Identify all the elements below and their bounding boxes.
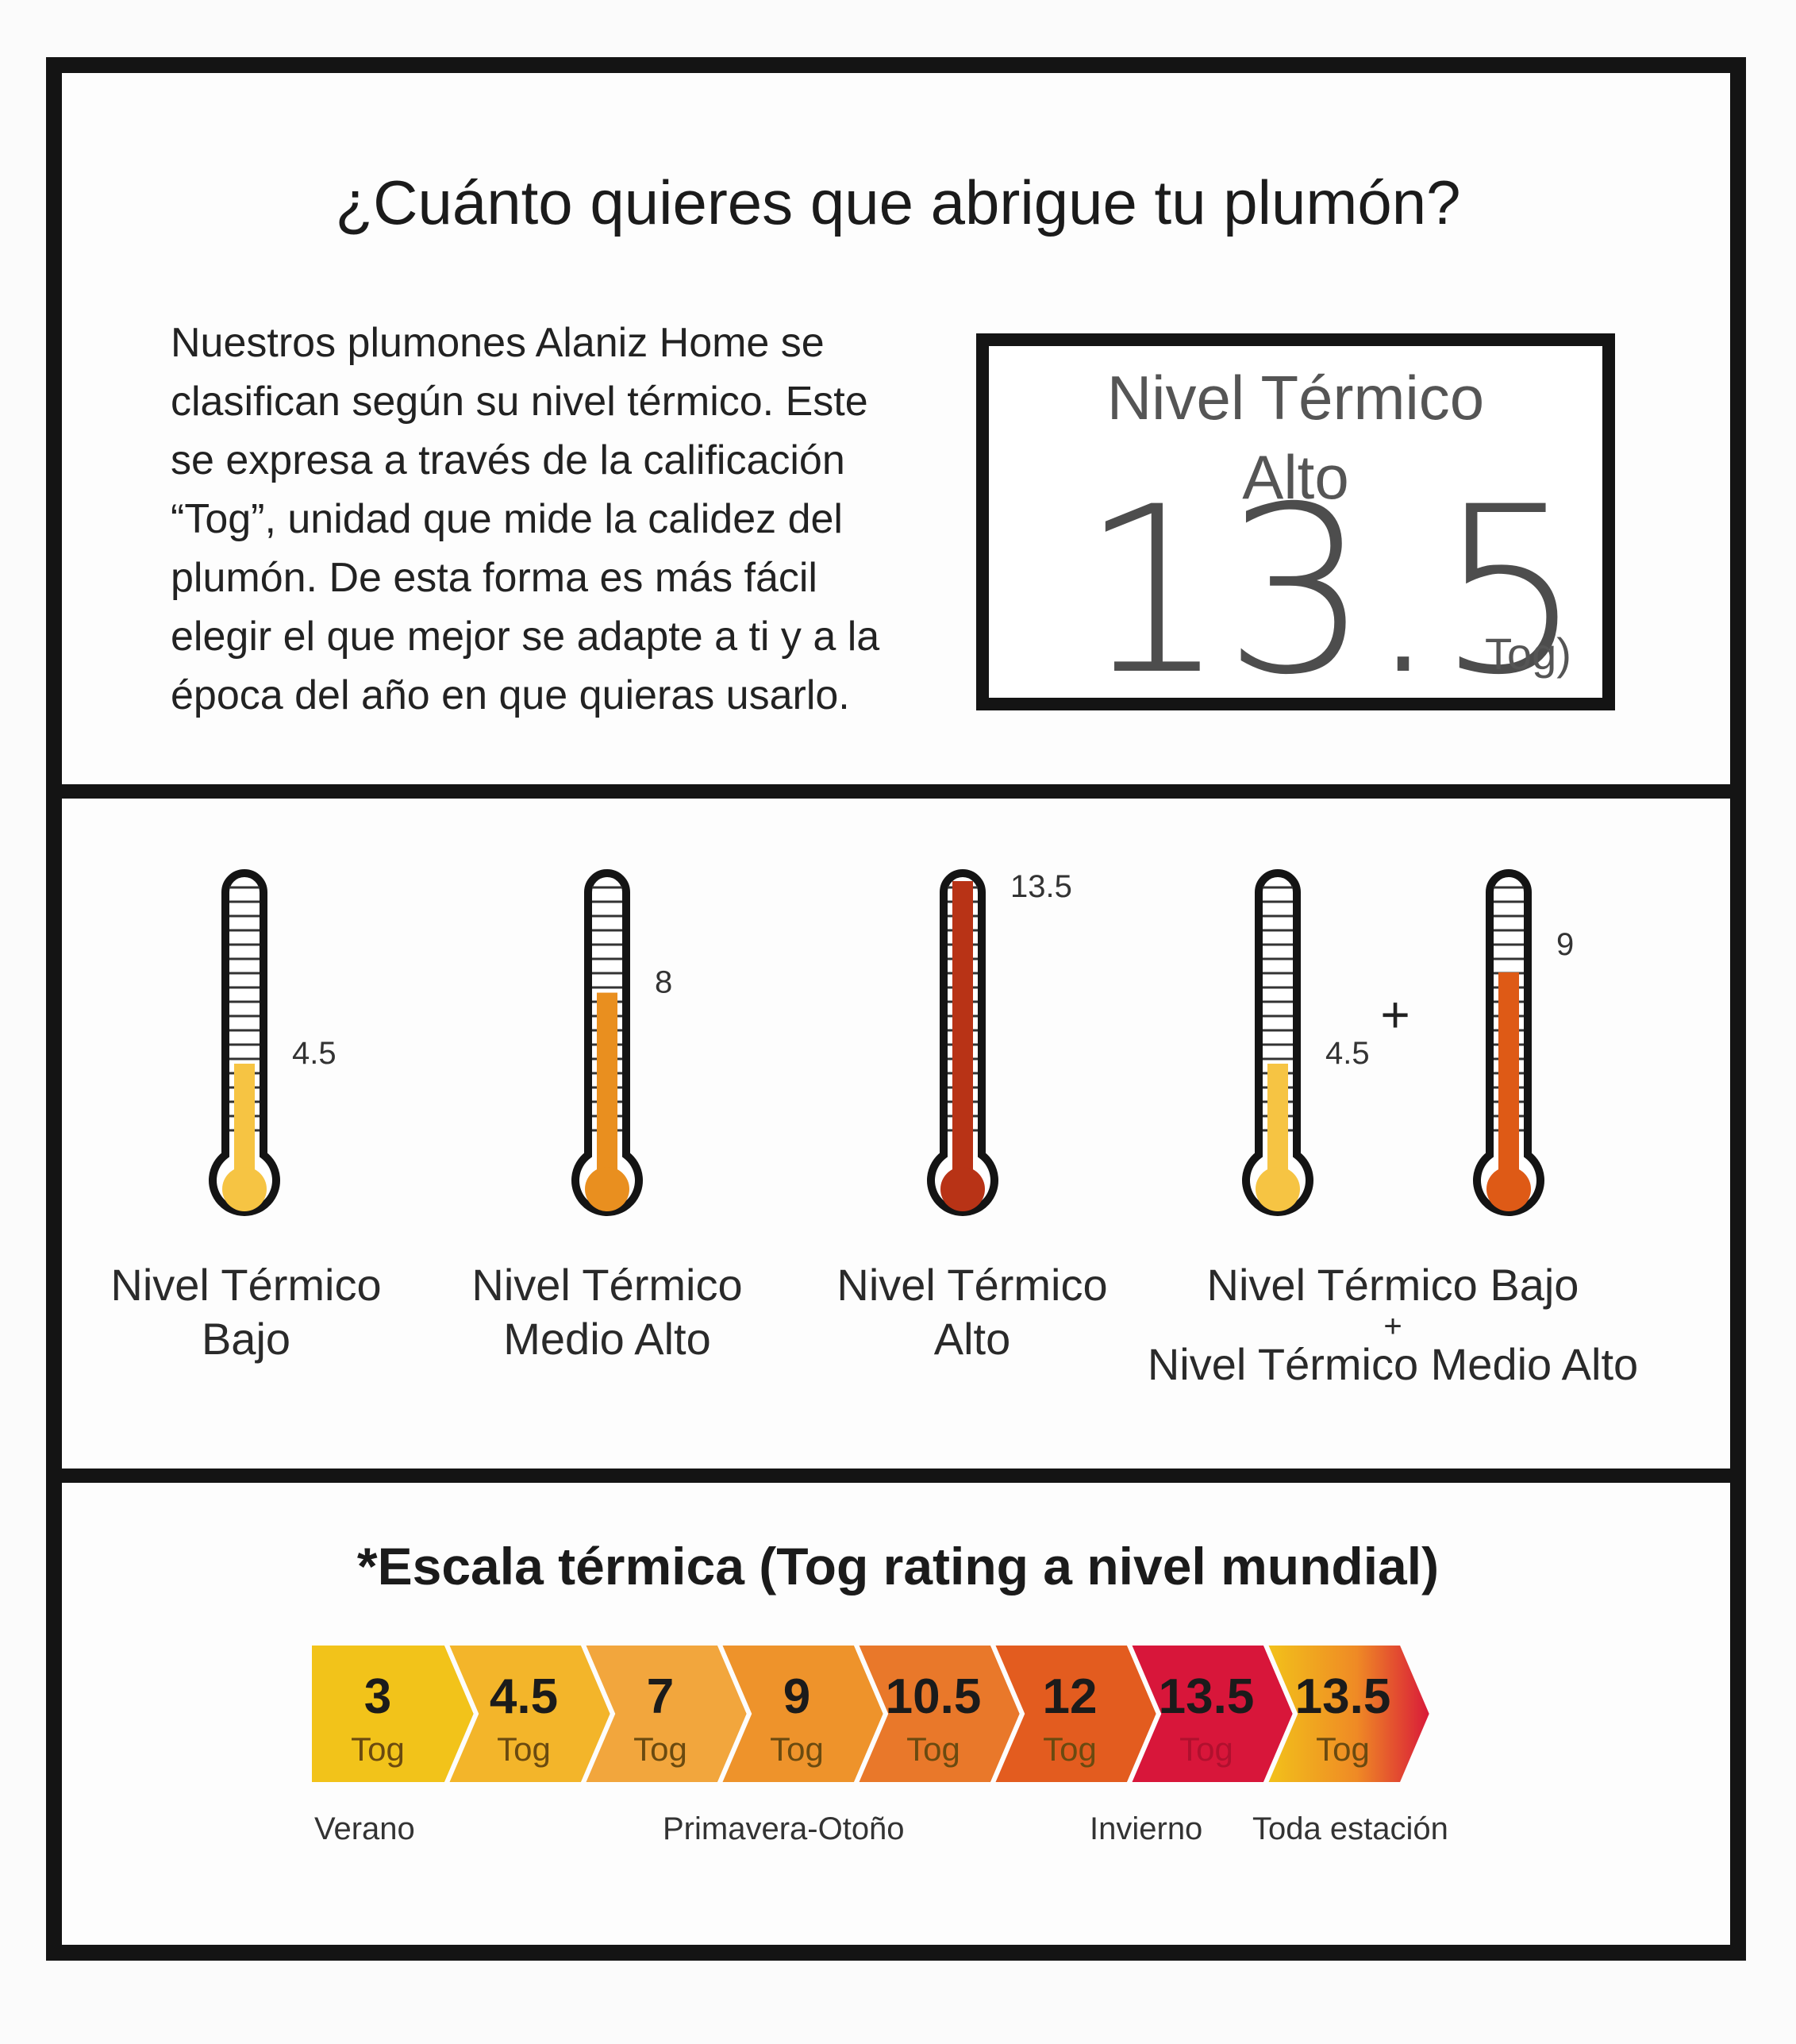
- thermometer: 4.5: [209, 869, 337, 1216]
- label-line: Bajo: [201, 1314, 291, 1364]
- tog-scale-item: 10.5 Tog: [852, 1641, 1025, 1787]
- season-label-verano: Verano: [314, 1811, 415, 1846]
- tog-unit: Tog: [351, 1730, 405, 1768]
- label-line: Nivel Térmico Bajo: [1206, 1260, 1579, 1310]
- intro-line: plumón. De esta forma es más fácil: [171, 555, 817, 601]
- label-line: Alto: [933, 1314, 1011, 1364]
- label-line: +: [1383, 1309, 1402, 1344]
- plus-sign: +: [1380, 986, 1409, 1043]
- thermometer: 13.5: [927, 869, 1072, 1216]
- thermometer-value-label: 4.5: [292, 1036, 337, 1071]
- tog-unit: Tog: [770, 1730, 824, 1768]
- thermometer: 4.5: [1242, 869, 1370, 1216]
- section-divider: [46, 1469, 1746, 1483]
- intro-line: época del año en que quieras usarlo.: [171, 672, 850, 718]
- tog-unit: Tog: [1316, 1730, 1370, 1768]
- thermometer-outline: [209, 869, 280, 1216]
- season-label-toda-estacion: Toda estación: [1252, 1811, 1448, 1846]
- tog-unit: Tog: [497, 1730, 551, 1768]
- tog-value: 12: [1043, 1669, 1098, 1724]
- intro-line: “Tog”, unidad que mide la calidez del: [171, 496, 843, 542]
- tog-value: 4.5: [490, 1669, 558, 1724]
- thermometer-bulb: [1486, 1167, 1531, 1211]
- section-divider: [46, 784, 1746, 799]
- tog-scale-item: 13.5 Tog: [1261, 1641, 1435, 1787]
- level-box-unit: Tog): [1485, 629, 1571, 679]
- thermometer-value-label: 4.5: [1325, 1036, 1370, 1071]
- tog-scale-item: 3 Tog: [307, 1641, 479, 1787]
- thermometer-label-bajo: Nivel Térmico Bajo: [87, 1258, 405, 1366]
- tog-chevron: [1261, 1641, 1435, 1787]
- thermometer-label-alto: Nivel Térmico Alto: [813, 1258, 1131, 1366]
- thermometer-value-label: 8: [655, 965, 672, 1000]
- intro-line: se expresa a través de la calificación: [171, 437, 845, 483]
- season-label-primavera-otono: Primavera-Otoño: [663, 1811, 905, 1846]
- thermometer-label-medio-alto: Nivel Térmico Medio Alto: [448, 1258, 766, 1366]
- tog-unit: Tog: [1179, 1730, 1233, 1768]
- tog-value: 9: [783, 1669, 810, 1724]
- thermometers-group: 4.5 8 13.5 4.5 9 +: [209, 869, 1574, 1216]
- level-box-title: Nivel Térmico: [1106, 363, 1485, 433]
- intro-line: Nuestros plumones Alaniz Home se: [171, 320, 825, 366]
- tog-unit: Tog: [1043, 1730, 1097, 1768]
- scale-title: *Escala térmica (Tog rating a nivel mund…: [356, 1537, 1440, 1596]
- tog-scale-item: 4.5 Tog: [442, 1641, 616, 1787]
- tog-value: 13.5: [1295, 1669, 1391, 1724]
- thermometer-value-label: 13.5: [1010, 869, 1072, 904]
- intro-line: clasifican según su nivel térmico. Este: [171, 379, 868, 425]
- level-box-subtitle: Alto: [1242, 442, 1349, 512]
- thermometer-label-combo: Nivel Térmico Bajo + Nivel Térmico Medio…: [1123, 1258, 1663, 1388]
- tog-unit: Tog: [906, 1730, 960, 1768]
- tog-value: 3: [364, 1669, 391, 1724]
- thermometer-fill: [597, 992, 617, 1189]
- label-line: Medio Alto: [503, 1314, 711, 1364]
- thermometer: 9: [1473, 869, 1574, 1216]
- intro-text: Nuestros plumones Alaniz Home se clasifi…: [171, 314, 964, 725]
- thermometer-bulb: [940, 1167, 985, 1211]
- thermometer-outline: [1242, 869, 1313, 1216]
- thermometer: 8: [571, 869, 672, 1216]
- intro-line: elegir el que mejor se adapte a ti y a l…: [171, 614, 880, 660]
- label-line: Nivel Térmico: [836, 1260, 1108, 1310]
- thermometer-bulb: [585, 1167, 629, 1211]
- label-line: Nivel Térmico: [110, 1260, 382, 1310]
- season-label-invierno: Invierno: [1090, 1811, 1203, 1846]
- thermal-level-box: Nivel Térmico Alto 13.5 Tog): [976, 333, 1615, 710]
- tog-unit: Tog: [633, 1730, 687, 1768]
- thermometer-fill: [1498, 972, 1519, 1189]
- page-title: ¿Cuánto quieres que abrigue tu plumón?: [335, 167, 1461, 237]
- tog-value: 13.5: [1159, 1669, 1255, 1724]
- tog-value: 10.5: [886, 1669, 982, 1724]
- tog-value: 7: [647, 1669, 674, 1724]
- thermometer-bulb: [1256, 1167, 1300, 1211]
- thermometer-bulb: [222, 1167, 267, 1211]
- level-box-value: 13.5: [1080, 458, 1583, 726]
- label-line: Nivel Térmico Medio Alto: [1147, 1339, 1639, 1389]
- label-line: Nivel Térmico: [471, 1260, 743, 1310]
- thermometer-value-label: 9: [1556, 927, 1574, 962]
- thermometer-fill: [952, 881, 973, 1189]
- tog-scale-arrows: 3Tog4.5Tog7Tog9Tog10.5Tog12Tog13.5Tog13.…: [307, 1641, 1435, 1787]
